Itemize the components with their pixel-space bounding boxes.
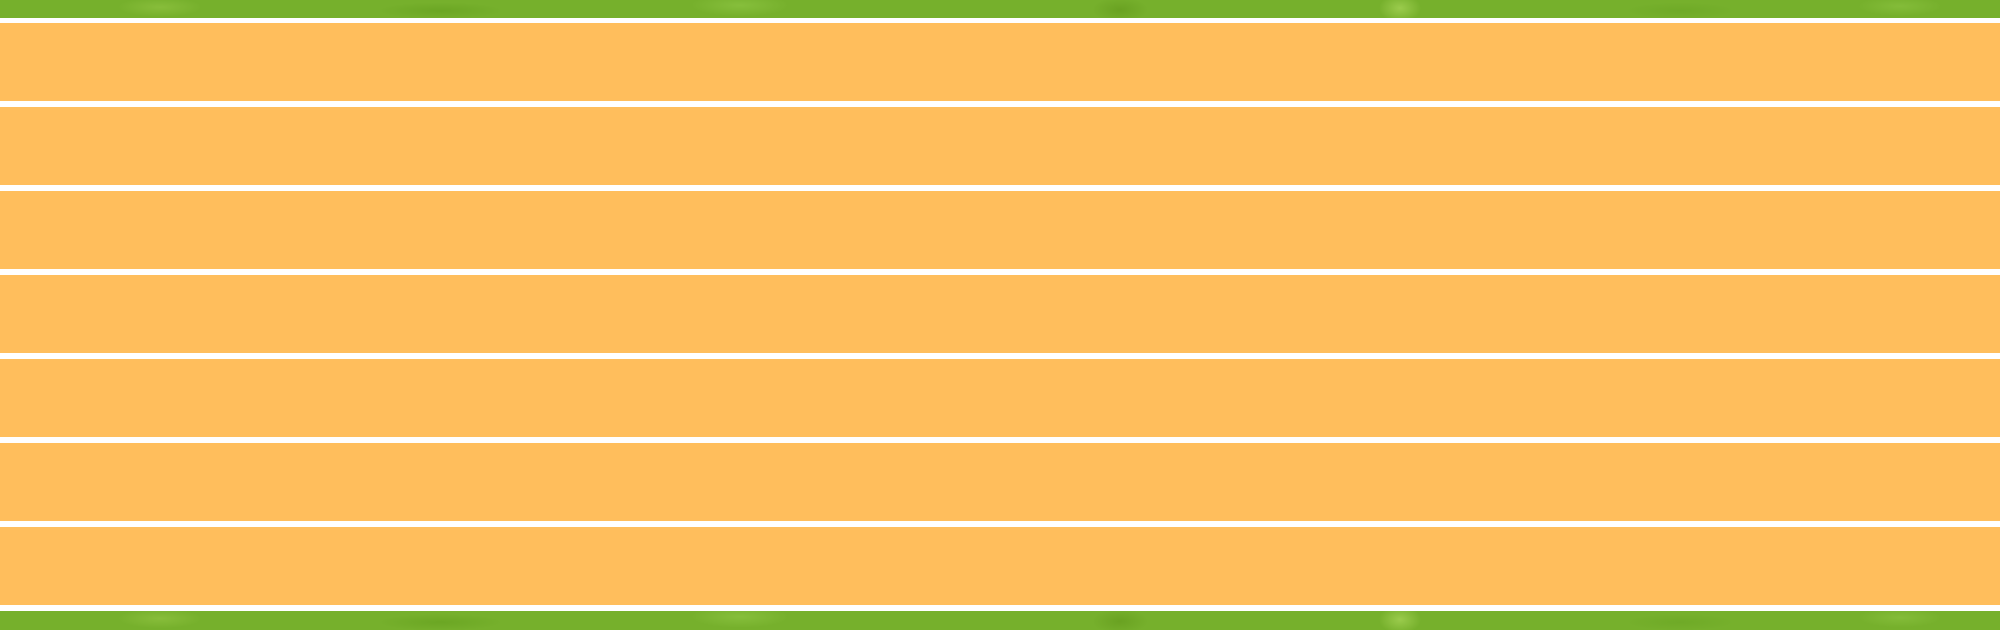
lane-1: [0, 23, 2000, 101]
lane-2: [0, 107, 2000, 185]
lane-4: [0, 275, 2000, 353]
lane-line: [0, 437, 2000, 443]
lane-3: [0, 191, 2000, 269]
lane-line: [0, 101, 2000, 107]
lane-line: [0, 269, 2000, 275]
lane-5: [0, 359, 2000, 437]
grass-bottom: [0, 611, 2000, 630]
lane-7: [0, 527, 2000, 605]
lane-line: [0, 185, 2000, 191]
grass-top: [0, 0, 2000, 18]
lane-line: [0, 521, 2000, 527]
lane-line: [0, 605, 2000, 611]
lane-line: [0, 18, 2000, 23]
lane-line: [0, 353, 2000, 359]
lane-6: [0, 443, 2000, 521]
